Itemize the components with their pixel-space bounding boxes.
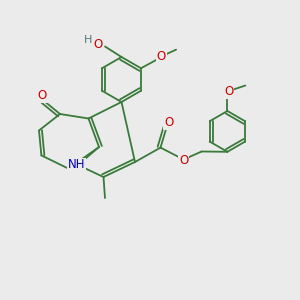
Text: O: O — [157, 50, 166, 63]
Text: H: H — [84, 35, 93, 45]
Text: O: O — [38, 88, 46, 102]
Text: NH: NH — [68, 158, 85, 172]
Text: O: O — [224, 85, 233, 98]
Text: O: O — [164, 116, 173, 129]
Text: O: O — [179, 154, 188, 167]
Text: O: O — [94, 38, 103, 52]
